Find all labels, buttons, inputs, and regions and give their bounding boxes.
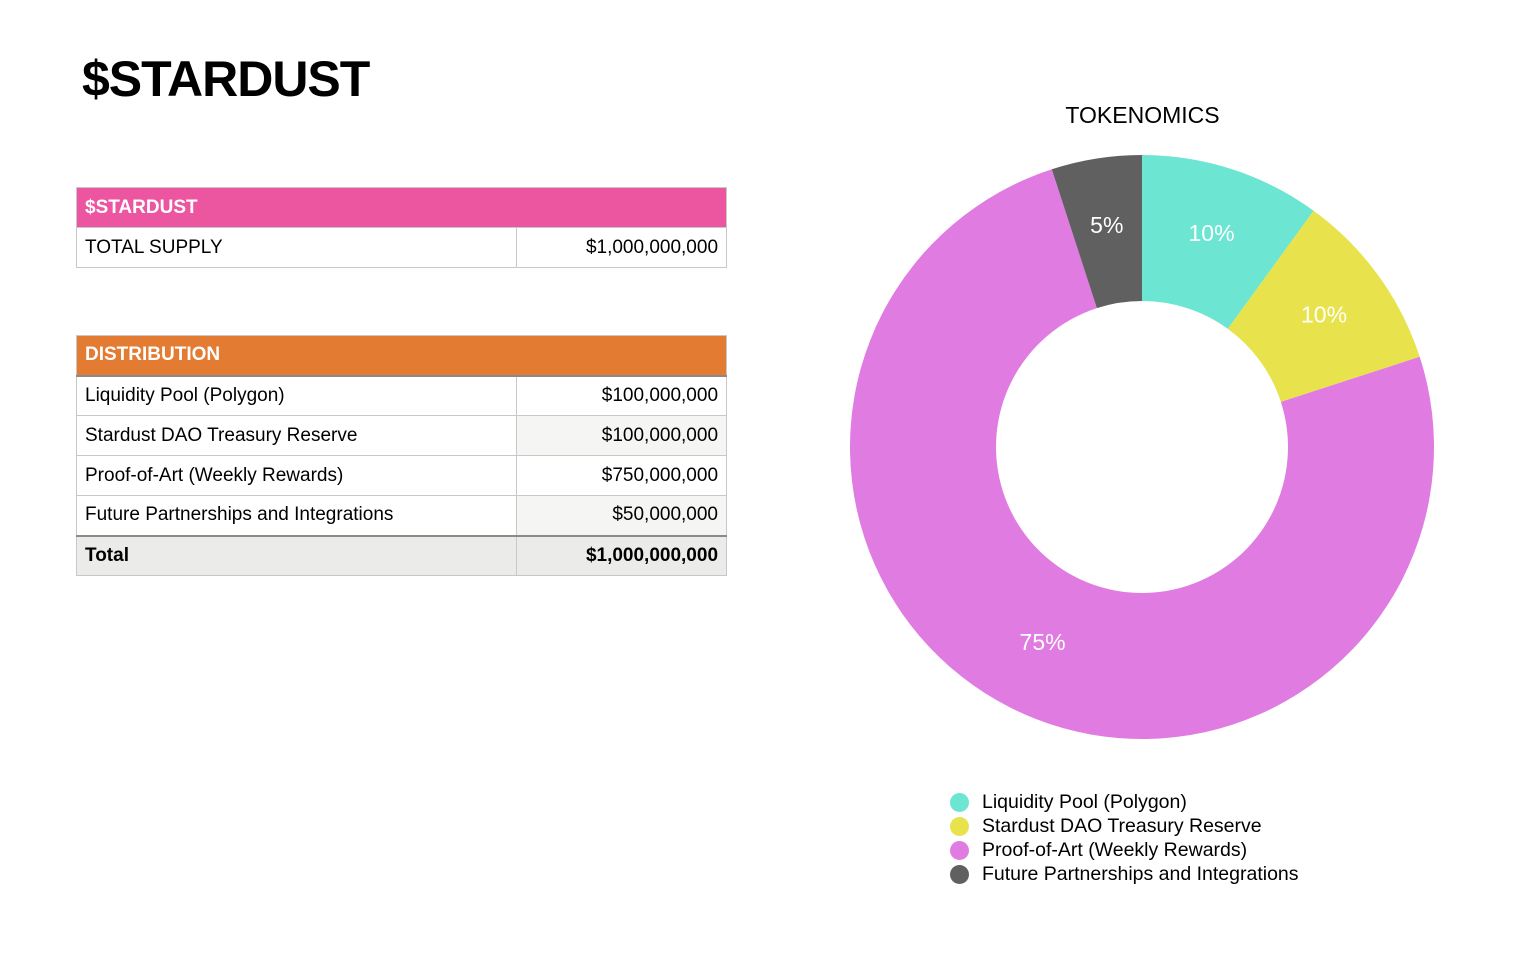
chart-legend: Liquidity Pool (Polygon) Stardust DAO Tre… xyxy=(950,790,1299,886)
row-label: Stardust DAO Treasury Reserve xyxy=(76,415,517,456)
legend-label: Proof-of-Art (Weekly Rewards) xyxy=(982,838,1248,861)
legend-label: Stardust DAO Treasury Reserve xyxy=(982,814,1262,837)
row-value: $50,000,000 xyxy=(515,495,728,536)
row-label: Liquidity Pool (Polygon) xyxy=(76,374,517,416)
pie-slice xyxy=(1051,155,1142,309)
distribution-table-header: DISTRIBUTION xyxy=(75,335,728,376)
data-label: 10% xyxy=(1189,220,1235,246)
legend-swatch xyxy=(950,816,969,836)
row-value: $750,000,000 xyxy=(515,455,728,496)
table-row: Liquidity Pool (Polygon) $100,000,000 xyxy=(76,374,728,416)
tokenomics-chart: 10% 10% 75% 5% TOKENOMICS Liquidity Pool (P… xyxy=(780,90,1500,910)
table-row: TOTAL SUPPLY $1,000,000,000 xyxy=(76,227,728,268)
page-title: $STARDUST xyxy=(82,51,370,107)
total-supply-table: $STARDUST TOTAL SUPPLY $1,000,000,000 xyxy=(75,187,728,268)
supply-table-header-row: $STARDUST xyxy=(75,187,728,228)
donut-chart: 10% 10% 75% 5% xyxy=(850,155,1434,739)
chart-title: TOKENOMICS xyxy=(1065,102,1220,128)
row-value: $100,000,000 xyxy=(515,374,728,416)
table-row: Future Partnerships and Integrations $50… xyxy=(76,495,728,536)
distribution-table-header-row: DISTRIBUTION xyxy=(75,335,728,376)
supply-table-header: $STARDUST xyxy=(75,187,728,228)
legend-entry: Proof-of-Art (Weekly Rewards) xyxy=(950,838,1299,862)
table-row: Stardust DAO Treasury Reserve $100,000,0… xyxy=(76,415,728,456)
data-label: 75% xyxy=(1020,629,1066,655)
legend-entry: Liquidity Pool (Polygon) xyxy=(950,790,1299,814)
legend-label: Future Partnerships and Integrations xyxy=(982,862,1299,885)
total-supply-value: $1,000,000,000 xyxy=(515,227,728,268)
table-row: Proof-of-Art (Weekly Rewards) $750,000,0… xyxy=(76,455,728,496)
row-label: Future Partnerships and Integrations xyxy=(76,495,517,536)
legend-entry: Stardust DAO Treasury Reserve xyxy=(950,814,1299,838)
legend-swatch xyxy=(950,792,969,812)
legend-swatch xyxy=(950,840,969,860)
legend-entry: Future Partnerships and Integrations xyxy=(950,862,1299,886)
total-supply-label: TOTAL SUPPLY xyxy=(76,227,517,268)
total-value: $1,000,000,000 xyxy=(515,534,728,576)
legend-swatch xyxy=(950,864,969,884)
legend-label: Liquidity Pool (Polygon) xyxy=(982,790,1187,813)
total-row: Total $1,000,000,000 xyxy=(76,534,728,576)
distribution-table: DISTRIBUTION Liquidity Pool (Polygon) $1… xyxy=(75,335,728,576)
total-label: Total xyxy=(76,534,517,576)
pie-slice xyxy=(1142,155,1314,329)
data-label: 5% xyxy=(1090,212,1123,238)
pie-slice xyxy=(1227,210,1420,402)
pie-slice xyxy=(850,169,1434,739)
row-label: Proof-of-Art (Weekly Rewards) xyxy=(76,455,517,496)
row-value: $100,000,000 xyxy=(515,415,728,456)
data-label: 10% xyxy=(1301,302,1347,328)
